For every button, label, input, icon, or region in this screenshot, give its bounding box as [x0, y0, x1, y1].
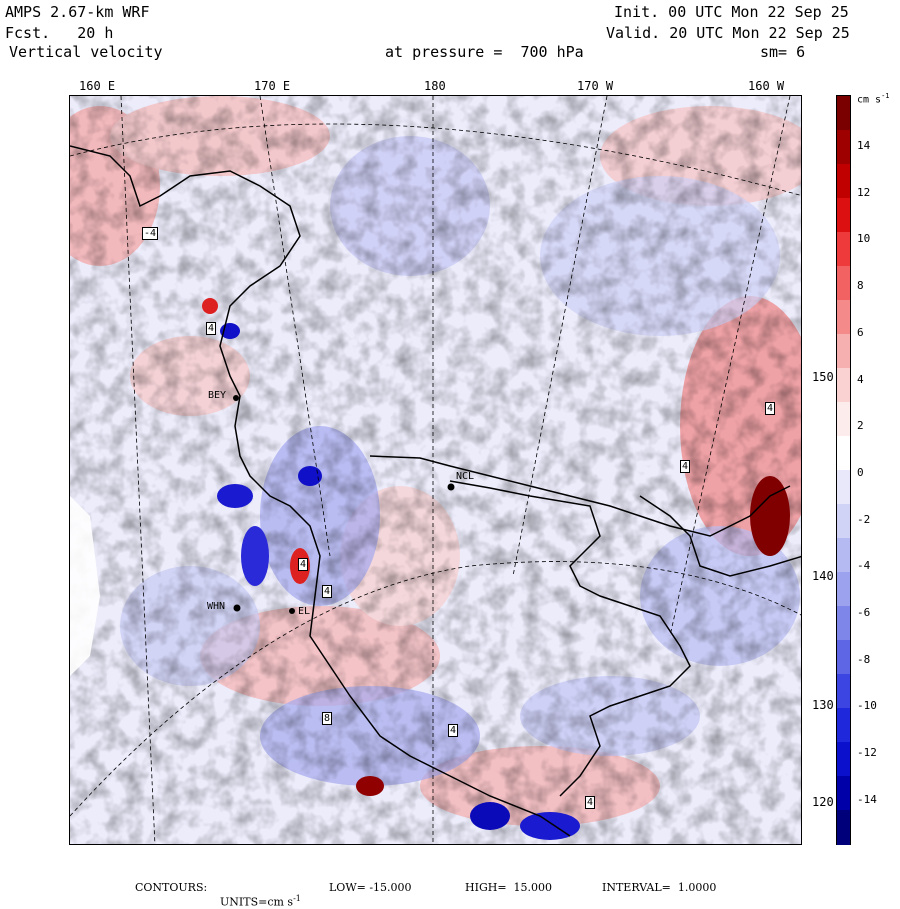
colorbar-tick-label: 12	[857, 185, 871, 199]
lon-label-160w: 160 W	[748, 79, 785, 93]
footer-units-text: UNITS=cm s	[220, 895, 294, 909]
forecast-hour: Fcst. 20 h	[5, 24, 114, 42]
colorbar-segment	[837, 300, 850, 335]
footer-low: LOW= -15.000	[329, 881, 412, 894]
colorbar-segment	[837, 504, 850, 539]
colorbar-segment	[837, 572, 850, 607]
colorbar-segment	[837, 810, 850, 845]
colorbar-segment	[837, 742, 850, 777]
station-label-bey: BEY	[208, 390, 227, 401]
footer-units-exp: -1	[293, 894, 301, 903]
contour-label: 4	[765, 402, 776, 415]
contour-label: 4	[322, 585, 333, 598]
contour-label: 4	[585, 796, 596, 809]
colorbar-tick-label: -2	[857, 512, 871, 526]
pressure-level: at pressure = 700 hPa	[385, 43, 584, 61]
station-dot-ncl	[447, 483, 455, 491]
colorbar-segment	[837, 674, 850, 709]
vertical-velocity-map: NCL WHN BEY EL -4 4 4 4 4 4 4 8 4	[69, 95, 802, 845]
valid-time: Valid. 20 UTC Mon 22 Sep 25	[606, 24, 850, 42]
colorbar-segment	[837, 436, 850, 471]
colorbar-segment	[837, 266, 850, 301]
colorbar-tick-label: -14	[857, 792, 877, 806]
lon-label-170e: 170 E	[254, 79, 291, 93]
contour-label: 4	[680, 460, 691, 473]
station-label-whn: WHN	[207, 601, 226, 612]
lon-label-160e: 160 E	[79, 79, 116, 93]
colorbar-tick-label: -6	[857, 606, 871, 619]
colorbar-tick-label: -4	[857, 559, 871, 573]
colorbar-units-text: cm s	[857, 94, 882, 106]
field-name: Vertical velocity	[9, 43, 163, 61]
contour-label: 4	[448, 724, 459, 737]
colorbar-segment	[837, 640, 850, 675]
station-dot-el	[289, 608, 295, 614]
colorbar-segment	[837, 164, 850, 199]
colorbar	[836, 95, 851, 845]
colorbar-segment	[837, 606, 850, 641]
colorbar-segment	[837, 708, 850, 743]
contour-label: 4	[298, 558, 309, 571]
colorbar-segment	[837, 776, 850, 811]
texture-noise	[70, 96, 801, 844]
smoothing: sm= 6	[760, 43, 806, 61]
colorbar-segment	[837, 232, 850, 267]
lon-label-180: 180	[424, 79, 446, 93]
colorbar-tick-label: 10	[857, 232, 871, 246]
colorbar-segment	[837, 402, 850, 437]
colorbar-tick-label: -8	[857, 652, 871, 666]
station-dot-whn	[233, 604, 241, 612]
colorbar-tick-label: 6	[857, 325, 864, 339]
footer-high: HIGH= 15.000	[465, 881, 553, 894]
colorbar-segment	[837, 96, 850, 131]
intense-cores	[202, 298, 790, 840]
colorbar-segment	[837, 470, 850, 505]
contour-label: 4	[206, 322, 217, 335]
colorbar-tick-label: 4	[857, 372, 864, 386]
colorbar-segment	[837, 130, 850, 165]
coastline	[70, 145, 801, 837]
colorbar-units-exp: -1	[881, 92, 890, 100]
colorbar-tick-label: -12	[857, 746, 877, 760]
colorbar-tick-label: 8	[857, 279, 864, 293]
station-markers	[233, 395, 455, 614]
colorbar-segment	[837, 368, 850, 403]
contour-label: 8	[322, 712, 333, 725]
colorbar-tick-label: -10	[857, 699, 877, 713]
map-canvas	[70, 96, 801, 844]
contour-label: -4	[142, 227, 159, 240]
model-title: AMPS 2.67-km WRF	[5, 3, 150, 21]
colorbar-tick-label: 14	[857, 139, 871, 152]
init-time: Init. 00 UTC Mon 22 Sep 25	[614, 3, 849, 21]
nodata-patch	[70, 496, 100, 676]
colorbar-units: cm s-1	[857, 92, 890, 105]
station-label-ncl: NCL	[456, 471, 475, 482]
colorbar-segment	[837, 198, 850, 233]
station-label-el: EL	[298, 606, 311, 617]
station-dot-bey	[233, 395, 239, 401]
colorbar-segment	[837, 334, 850, 369]
lon-label-170w: 170 W	[577, 79, 614, 93]
colorbar-segment	[837, 538, 850, 573]
footer-contours: CONTOURS:	[135, 881, 208, 894]
footer-units: UNITS=cm s-1	[213, 881, 301, 909]
colorbar-tick-label: 0	[857, 465, 864, 479]
colorbar-tick-label: 2	[857, 419, 864, 433]
footer-interval: INTERVAL= 1.0000	[602, 881, 717, 894]
